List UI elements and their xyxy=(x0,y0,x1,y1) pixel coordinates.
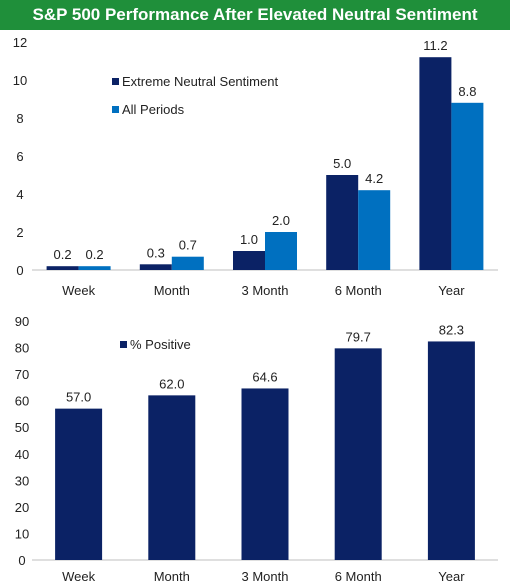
x-tick-label: 3 Month xyxy=(242,283,289,298)
y-tick-label: 12 xyxy=(13,35,27,50)
x-tick-label: Year xyxy=(438,569,465,584)
data-label: 11.2 xyxy=(423,38,447,53)
bar xyxy=(46,266,79,270)
bar xyxy=(334,348,382,560)
bar xyxy=(427,341,475,560)
title-bar: S&P 500 Performance After Elevated Neutr… xyxy=(0,0,510,30)
data-label: 82.3 xyxy=(439,322,464,337)
y-tick-label: 70 xyxy=(15,367,29,382)
y-tick-label: 40 xyxy=(15,447,29,462)
x-tick-label: 3 Month xyxy=(242,569,289,584)
y-tick-label: 50 xyxy=(15,420,29,435)
bar xyxy=(78,266,111,270)
data-label: 2.0 xyxy=(272,213,290,228)
legend-label: % Positive xyxy=(130,337,191,352)
y-tick-label: 20 xyxy=(15,500,29,515)
bar xyxy=(171,256,204,270)
data-label: 57.0 xyxy=(66,390,91,405)
bar xyxy=(265,232,297,270)
data-label: 8.8 xyxy=(458,84,476,99)
x-tick-label: 6 Month xyxy=(335,283,382,298)
x-tick-label: Month xyxy=(154,283,190,298)
y-tick-label: 10 xyxy=(15,526,29,541)
x-tick-label: Week xyxy=(62,569,95,584)
bar xyxy=(148,395,196,560)
y-tick-label: 2 xyxy=(16,225,23,240)
bar xyxy=(233,251,265,270)
chart-title: S&P 500 Performance After Elevated Neutr… xyxy=(32,5,478,24)
y-tick-label: 30 xyxy=(15,473,29,488)
bar xyxy=(358,190,391,270)
y-tick-label: 6 xyxy=(16,149,23,164)
data-label: 62.0 xyxy=(159,376,184,391)
data-label: 1.0 xyxy=(240,232,258,247)
y-tick-label: 0 xyxy=(16,263,23,278)
y-tick-label: 60 xyxy=(15,394,29,409)
legend-label: Extreme Neutral Sentiment xyxy=(122,74,278,89)
data-label: 79.7 xyxy=(346,329,371,344)
data-label: 5.0 xyxy=(333,156,351,171)
y-tick-label: 10 xyxy=(13,73,27,88)
x-tick-label: Year xyxy=(438,283,465,298)
y-tick-label: 0 xyxy=(18,553,25,568)
legend-swatch xyxy=(112,106,119,113)
x-tick-label: Week xyxy=(62,283,95,298)
bar xyxy=(55,408,103,560)
legend-label: All Periods xyxy=(122,102,185,117)
legend-swatch xyxy=(112,78,119,85)
bar xyxy=(451,102,484,270)
data-label: 0.7 xyxy=(179,238,197,253)
data-label: 64.6 xyxy=(252,369,277,384)
bar xyxy=(241,388,289,560)
x-tick-label: Month xyxy=(154,569,190,584)
y-tick-label: 90 xyxy=(15,314,29,329)
y-tick-label: 8 xyxy=(16,111,23,126)
bar xyxy=(419,57,452,271)
x-tick-label: 6 Month xyxy=(335,569,382,584)
bar xyxy=(139,264,172,270)
legend-swatch xyxy=(120,341,127,348)
y-tick-label: 4 xyxy=(16,187,23,202)
bar xyxy=(326,175,359,270)
data-label: 0.2 xyxy=(54,247,72,262)
y-tick-label: 80 xyxy=(15,341,29,356)
data-label: 4.2 xyxy=(365,171,383,186)
data-label: 0.2 xyxy=(86,247,104,262)
data-label: 0.3 xyxy=(147,245,165,260)
